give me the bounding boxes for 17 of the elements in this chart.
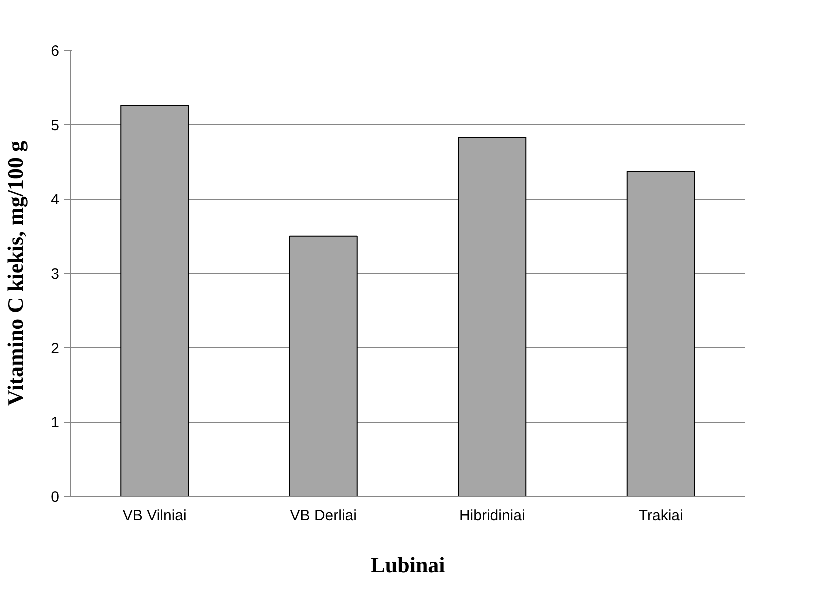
bar — [289, 236, 358, 496]
x-tick-label: VB Vilniai — [122, 508, 187, 524]
y-tick-label: 1 — [51, 414, 60, 432]
y-tick-label: 5 — [51, 117, 60, 134]
y-tick-label: 3 — [51, 266, 60, 283]
y-tick-label: 6 — [51, 43, 60, 60]
bar — [626, 171, 696, 496]
x-axis-title: Lubinai — [370, 552, 446, 578]
bar — [458, 136, 527, 496]
y-axis-title: Vitamino C kiekis, mg/100 g — [3, 140, 28, 406]
y-tick-label: 0 — [51, 489, 60, 506]
x-tick-label: VB Derliai — [290, 508, 357, 524]
bar — [120, 105, 190, 496]
x-tick-label: Trakiai — [638, 508, 684, 524]
y-tick-label: 2 — [51, 340, 60, 358]
y-tick-label: 4 — [51, 192, 60, 209]
x-tick-label: Hibridiniai — [459, 508, 526, 524]
